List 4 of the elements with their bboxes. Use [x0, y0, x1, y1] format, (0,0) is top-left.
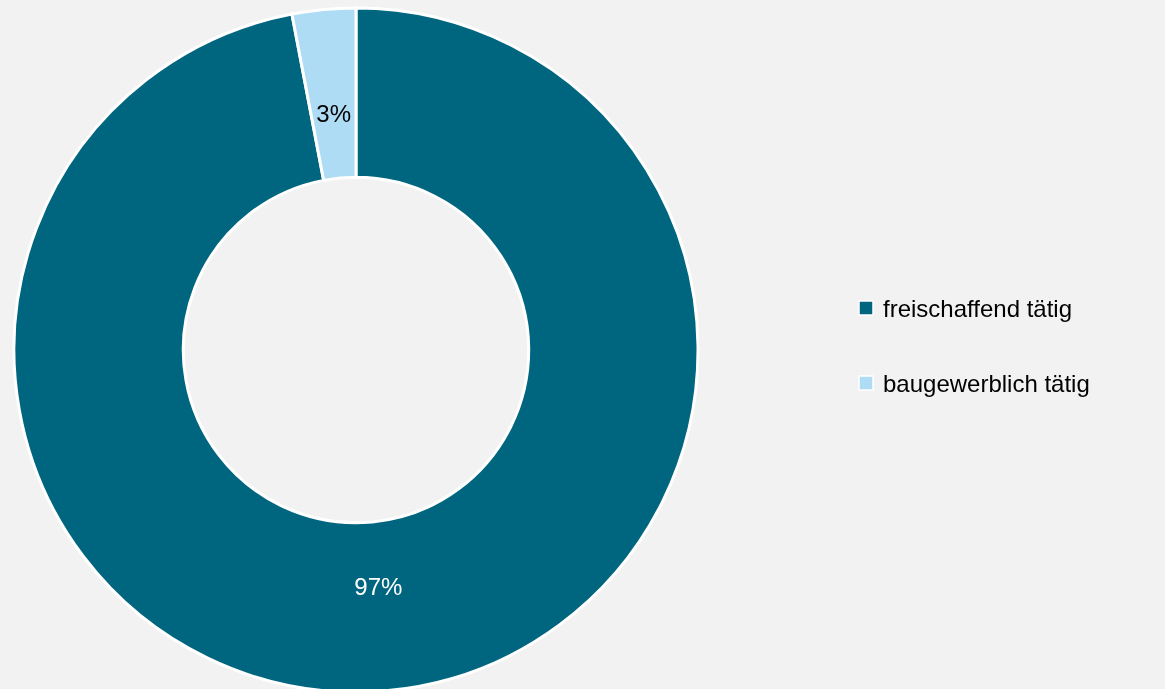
- legend-label: baugewerblich tätig: [883, 369, 1090, 397]
- data-label: 3%: [316, 100, 352, 128]
- data-label: 97%: [354, 572, 403, 600]
- legend-label: freischaffend tätig: [883, 294, 1073, 322]
